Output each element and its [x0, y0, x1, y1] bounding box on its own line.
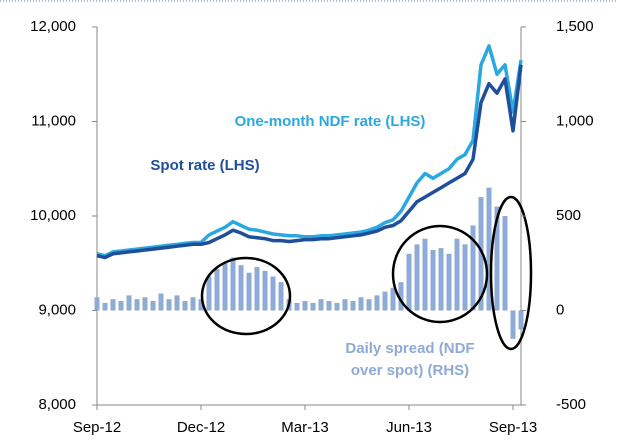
spread-bar [430, 250, 436, 311]
spread-bar [350, 301, 356, 311]
spread-bar [126, 295, 132, 311]
spread-bar [278, 282, 284, 311]
spread-bar [94, 297, 100, 311]
y-tick-label: 10,000 [30, 207, 76, 224]
spread-bar [470, 225, 476, 311]
spread-bar [246, 272, 252, 311]
spread-bar [166, 299, 172, 311]
spread-bar [294, 302, 300, 311]
spread-bar [118, 301, 124, 311]
spread-bar [326, 301, 332, 311]
spread-bar [414, 244, 420, 311]
y2-tick-label: 1,000 [556, 112, 594, 129]
spread-bar [206, 276, 212, 311]
x-tick-label: Sep-13 [489, 419, 537, 436]
spread-bar [318, 299, 324, 311]
spread-bar [510, 310, 516, 339]
x-tick-label: Mar-13 [281, 419, 329, 436]
y-tick-label: 11,000 [31, 112, 76, 129]
spread-bar [342, 299, 348, 311]
spread-bar [262, 270, 268, 311]
highlight-circle [391, 224, 489, 324]
spread-bar [358, 297, 364, 311]
spread-bar [446, 253, 452, 311]
spread-bar [222, 263, 228, 311]
spread-bar [134, 299, 140, 311]
highlight-circle [200, 256, 292, 336]
spread-bar [302, 301, 308, 311]
spread-bar [174, 295, 180, 311]
spread-bar [366, 299, 372, 311]
y2-tick-label: 1,500 [556, 18, 594, 35]
spread-bar [190, 297, 196, 311]
spread-bar [238, 265, 244, 311]
spread-bar [486, 187, 492, 311]
spread-bar [230, 257, 236, 311]
spread-bar [142, 297, 148, 311]
y-tick-label: 9,000 [38, 301, 76, 318]
spread-bar [110, 299, 116, 311]
spread-bar [214, 268, 220, 311]
spread-bar [254, 267, 260, 311]
rate-line [96, 64, 523, 260]
spread-bar [150, 301, 156, 311]
y-tick-label: 8,000 [38, 396, 76, 413]
spread-bar [494, 206, 500, 311]
y-tick-label: 12,000 [30, 18, 76, 35]
spread-bar [198, 299, 204, 311]
spread-bar [102, 302, 108, 311]
x-tick-label: Sep-12 [73, 419, 121, 436]
spread-bar [438, 248, 444, 311]
spread-bar [270, 276, 276, 311]
annotation: Spot rate (LHS) [150, 157, 259, 174]
spread-bar [158, 293, 164, 311]
spread-bar [406, 253, 412, 311]
spread-bar [518, 310, 524, 330]
annotation: over spot) (RHS) [351, 362, 469, 379]
spread-bar [374, 295, 380, 311]
spread-bar [422, 238, 428, 311]
spread-bar [390, 287, 396, 311]
plot [94, 44, 524, 339]
highlight-circle [489, 195, 533, 351]
rate-line [96, 44, 523, 258]
x-tick-label: Jun-13 [386, 419, 432, 436]
spread-bar [182, 301, 188, 311]
y2-tick-label: -500 [556, 396, 586, 413]
annotation: One-month NDF rate (LHS) [235, 113, 426, 130]
annotation: Daily spread (NDF [345, 340, 474, 357]
y2-tick-label: 500 [556, 207, 581, 224]
spread-bar [382, 291, 388, 311]
spread-bar [454, 238, 460, 311]
x-tick-label: Dec-12 [177, 419, 225, 436]
y2-tick-label: 0 [556, 301, 564, 318]
spread-bar [398, 282, 404, 311]
spread-bar [462, 244, 468, 311]
spread-bar [478, 197, 484, 311]
spread-bar [502, 216, 508, 311]
spread-bar [334, 302, 340, 311]
spread-bar [310, 302, 316, 311]
